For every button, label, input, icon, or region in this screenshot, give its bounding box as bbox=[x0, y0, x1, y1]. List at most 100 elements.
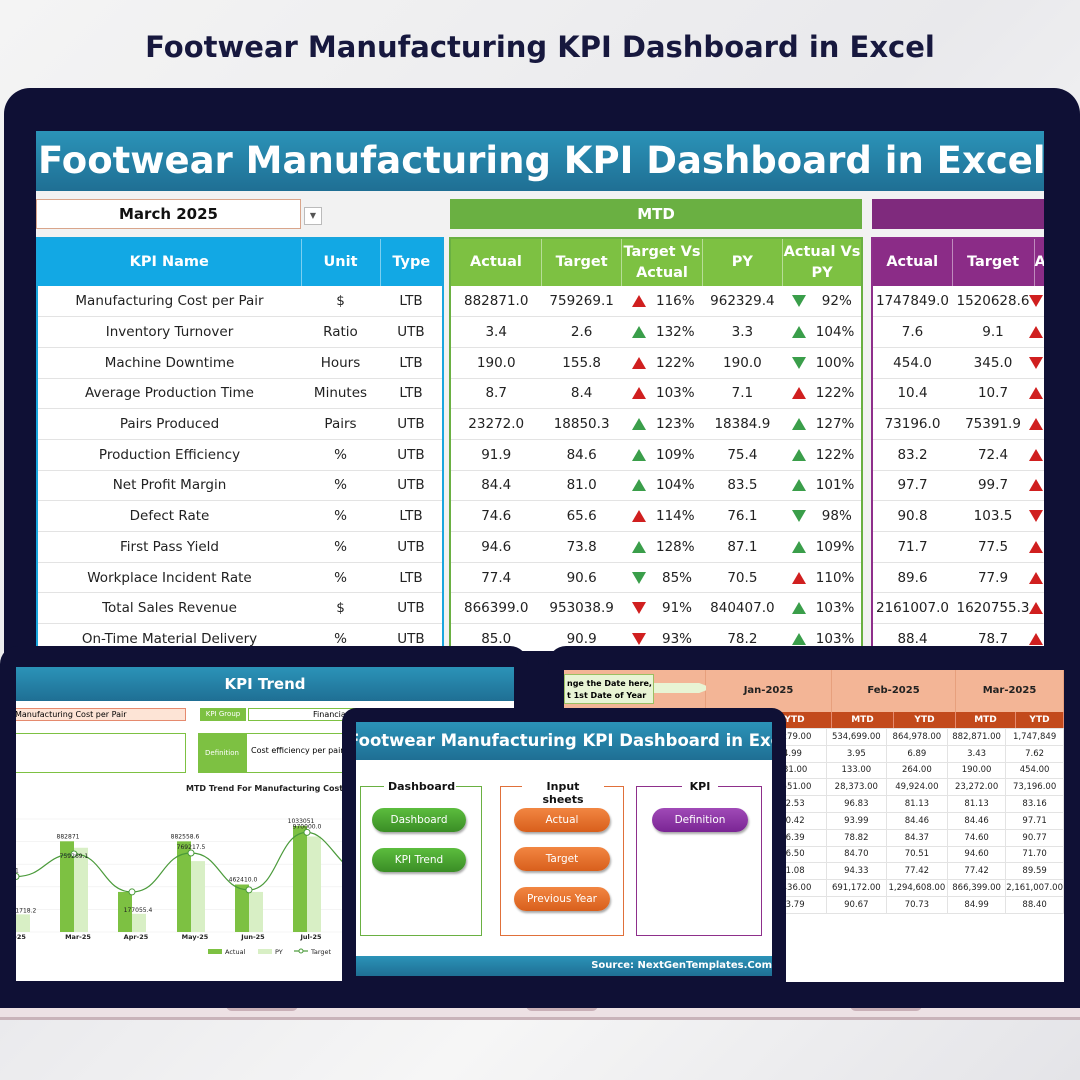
main-dashboard-screen: Footwear Manufacturing KPI Dashboard in … bbox=[36, 131, 1044, 651]
tva-percent: 103% bbox=[656, 385, 695, 402]
target-cell: 155.8 bbox=[541, 347, 622, 379]
ytd-row: 97.7 99.7 bbox=[872, 470, 1044, 502]
actual-cell: 190.0 bbox=[450, 347, 542, 379]
target-cell: 65.6 bbox=[541, 500, 622, 532]
unit-cell: Hours bbox=[301, 347, 380, 379]
py-cell: 840407.0 bbox=[702, 592, 783, 625]
arrow-up-icon bbox=[632, 295, 646, 308]
dashboard-banner: Footwear Manufacturing KPI Dashboard in … bbox=[36, 131, 1044, 191]
x-tick-label: -25 bbox=[16, 933, 26, 941]
target-cell: 953038.9 bbox=[541, 592, 622, 625]
ytd-arrow-cell bbox=[1028, 408, 1044, 440]
sheet-cell: 89.59 bbox=[1005, 862, 1064, 881]
avp-percent: 109% bbox=[815, 538, 855, 555]
month-header-jan: Jan-2025 bbox=[706, 670, 832, 712]
sheet-cell: 83.16 bbox=[1005, 795, 1064, 813]
dashboard-section-title: Dashboard bbox=[384, 780, 456, 793]
tva-percent: 104% bbox=[656, 477, 695, 494]
tva-percent: 128% bbox=[656, 538, 695, 555]
actual-vs-py-cell: 122% bbox=[782, 378, 862, 410]
py-cell: 190.0 bbox=[702, 347, 783, 379]
type-cell: UTB bbox=[380, 439, 443, 471]
kpi-row: Production Efficiency% UTB bbox=[37, 439, 443, 471]
kpi-name-header: KPI Name bbox=[37, 238, 302, 286]
sheet-cell: 84.70 bbox=[825, 845, 887, 864]
kpi-row: Total Sales Revenue $ UTB bbox=[37, 592, 443, 625]
sheet-cell: 93.99 bbox=[825, 811, 887, 830]
kpi-name-cell: Machine Downtime bbox=[37, 347, 301, 379]
actual-vs-py-cell: 101% bbox=[782, 470, 862, 502]
target-vs-actual-cell: 85% bbox=[621, 562, 703, 594]
ytd-row: 7.6 9.1 bbox=[872, 316, 1044, 348]
definition-label: Definition bbox=[198, 733, 246, 773]
sheet-data-table: 0,279.00 534,699.00 864,978.00 882,871.00 1,… bbox=[758, 728, 1064, 914]
py-cell: 7.1 bbox=[702, 378, 783, 410]
actual-header: Actual bbox=[450, 238, 542, 286]
arrow-up-icon bbox=[791, 540, 806, 553]
target-marker bbox=[187, 849, 195, 857]
arrow-up-icon bbox=[791, 602, 806, 615]
arrow-up-icon bbox=[632, 387, 646, 400]
ytd-arrow-cell bbox=[1028, 470, 1044, 502]
x-tick-label: Mar-25 bbox=[65, 933, 91, 941]
arrow-down-icon bbox=[632, 632, 646, 645]
legend-marker bbox=[298, 948, 304, 954]
target-marker bbox=[70, 850, 78, 858]
target-button[interactable]: Target bbox=[514, 847, 610, 871]
actual-bar bbox=[60, 841, 74, 932]
chevron-down-icon[interactable]: ▼ bbox=[304, 207, 322, 225]
kpi-trend-button[interactable]: KPI Trend bbox=[372, 848, 466, 872]
sheet-cell: 94.60 bbox=[946, 845, 1007, 864]
kpi-name-cell: Manufacturing Cost per Pair bbox=[37, 286, 301, 318]
ytd-arrow-cell bbox=[1028, 286, 1044, 318]
sheet-sub-header: MTD bbox=[956, 712, 1016, 728]
arrow-icon bbox=[1028, 479, 1043, 492]
actual-cell: 866399.0 bbox=[450, 592, 542, 625]
previous-year-button[interactable]: Previous Year bbox=[514, 887, 610, 911]
kpi-name-cell: Total Sales Revenue bbox=[37, 592, 301, 625]
target-marker bbox=[16, 873, 20, 881]
definition-button[interactable]: Definition bbox=[652, 808, 748, 832]
arrow-icon bbox=[1028, 602, 1043, 615]
unit-cell: $ bbox=[301, 286, 380, 318]
kpi-select[interactable]: Manufacturing Cost per Pair bbox=[16, 708, 186, 721]
ytd-more-header: A bbox=[1034, 238, 1044, 286]
month-select[interactable]: March 2025 bbox=[36, 199, 301, 229]
kpi-row: Machine Downtime Hours LTB bbox=[37, 347, 443, 379]
ytd-target-cell: 72.4 bbox=[952, 439, 1034, 471]
sheet-cell: 49,924.00 bbox=[885, 778, 949, 797]
kpi-name-cell: Inventory Turnover bbox=[37, 316, 301, 348]
sheet-row: 1,551.00 28,373.00 49,924.00 23,272.00 73,19… bbox=[758, 778, 1064, 797]
py-cell: 87.1 bbox=[702, 531, 783, 563]
ytd-row: 89.6 77.9 bbox=[872, 562, 1044, 594]
arrow-up-icon bbox=[791, 571, 806, 584]
kpi-group-label: KPI Group bbox=[200, 708, 246, 721]
sheet-cell: 81.13 bbox=[946, 795, 1007, 813]
sheet-cell: 84.99 bbox=[946, 895, 1007, 914]
arrow-icon bbox=[1028, 632, 1043, 645]
sheet-cell: 28,373.00 bbox=[825, 778, 887, 797]
actual-cell: 74.6 bbox=[450, 500, 542, 532]
arrow-up-icon bbox=[632, 448, 646, 461]
x-tick-label: Jun-25 bbox=[240, 933, 265, 941]
sheet-row: 93.79 90.67 70.73 84.99 88.40 bbox=[758, 895, 1064, 914]
py-header: PY bbox=[702, 238, 784, 286]
avp-percent: 122% bbox=[815, 385, 855, 402]
ytd-target-cell: 345.0 bbox=[952, 347, 1034, 379]
actual-cell: 94.6 bbox=[450, 531, 542, 563]
arrow-down-icon bbox=[791, 510, 806, 523]
sheet-cell: 84.46 bbox=[885, 811, 949, 830]
py-data-label: 177055.4 bbox=[124, 907, 153, 914]
actual-vs-py-cell: 98% bbox=[782, 500, 862, 532]
mtd-section-header: MTD bbox=[450, 199, 862, 229]
sheet-cell: 94.33 bbox=[825, 862, 887, 881]
dashboard-button[interactable]: Dashboard bbox=[372, 808, 466, 832]
actual-vs-py-header: Actual Vs PY bbox=[782, 238, 863, 286]
target-marker bbox=[245, 886, 253, 894]
sheet-cell: 7.62 bbox=[1005, 744, 1064, 763]
actual-vs-py-cell: 92% bbox=[782, 286, 862, 318]
actual-cell: 23272.0 bbox=[450, 408, 542, 440]
actual-button[interactable]: Actual bbox=[514, 808, 610, 832]
sheet-cell: 70.51 bbox=[885, 845, 949, 864]
sheet-cell: 78.82 bbox=[825, 828, 887, 847]
